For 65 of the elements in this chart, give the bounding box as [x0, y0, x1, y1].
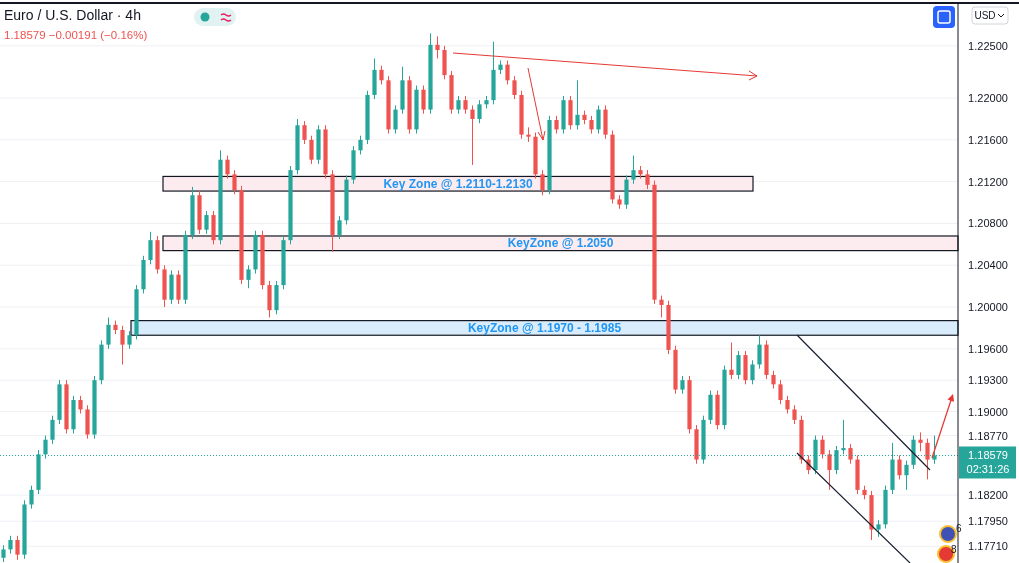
candlestick [897, 454, 902, 480]
candlestick [631, 155, 636, 185]
candlestick [792, 404, 797, 425]
ref-line-label: 1.18579 [968, 449, 1008, 462]
candlestick [477, 99, 482, 124]
candlestick [918, 431, 923, 452]
candlestick [204, 210, 209, 235]
candlestick [225, 155, 230, 180]
candlestick [757, 334, 762, 370]
candlestick [379, 65, 384, 85]
y-tick-label: 1.22000 [968, 92, 1008, 105]
candlestick [904, 460, 909, 491]
candlestick [106, 316, 111, 350]
y-tick-label: 1.18200 [968, 489, 1008, 502]
candlestick [120, 325, 125, 365]
y-tick-label: 1.17950 [968, 515, 1008, 528]
candlestick [575, 79, 580, 130]
candlestick [246, 264, 251, 289]
candlestick [736, 350, 741, 380]
y-tick-label: 1.21200 [968, 175, 1008, 188]
text: 6 [956, 523, 962, 534]
candlestick [50, 415, 55, 445]
candlestick [470, 104, 475, 166]
band-label: KeyZone @ 1.2050 [507, 236, 614, 251]
candlestick [393, 104, 398, 135]
y-tick-label: 1.19300 [968, 374, 1008, 387]
candlestick [421, 85, 426, 115]
candlestick [309, 135, 314, 165]
candlestick [820, 435, 825, 460]
y-tick-label: 1.19000 [968, 405, 1008, 418]
candlestick [505, 59, 510, 85]
text: USD [974, 10, 996, 21]
candlestick [540, 169, 545, 196]
y-tick-label: 1.20400 [968, 259, 1008, 272]
band-label: KeyZone @ 1.1970 - 1.1985 [467, 320, 622, 335]
y-tick-label: 1.20000 [968, 301, 1008, 314]
candlestick [827, 449, 832, 491]
text: 02:31:26 [966, 463, 1010, 476]
candlestick [435, 35, 440, 59]
candlestick [596, 104, 601, 135]
candlestick [302, 120, 307, 145]
candlestick [925, 438, 930, 480]
text: 8 [951, 544, 957, 555]
candlestick [15, 535, 20, 561]
candlestick [848, 443, 853, 465]
chart-title: Euro / U.S. Dollar · 4h [4, 7, 141, 23]
candlestick [232, 169, 237, 195]
candlestick [337, 215, 342, 240]
y-tick-label: 1.17710 [968, 540, 1008, 553]
candlestick [729, 342, 734, 380]
candlestick [778, 379, 783, 405]
candlestick [358, 135, 363, 155]
candlestick [750, 359, 755, 385]
candlestick [512, 75, 517, 100]
y-tick-label: 1.19600 [968, 342, 1008, 355]
y-tick-label: 1.21600 [968, 133, 1008, 146]
candlestick [645, 169, 650, 190]
y-tick-label: 1.22500 [968, 39, 1008, 52]
candlestick [659, 295, 664, 318]
candlestick [29, 485, 34, 510]
y-tick-label: 1.18770 [968, 429, 1008, 442]
y-tick-label: 1.20800 [968, 217, 1008, 230]
band-label: Key Zone @ 1.2110-1.2130 [383, 176, 533, 191]
candlestick [148, 231, 153, 265]
text: 1.18579 −0.00191 (−0.16%) [4, 29, 148, 41]
